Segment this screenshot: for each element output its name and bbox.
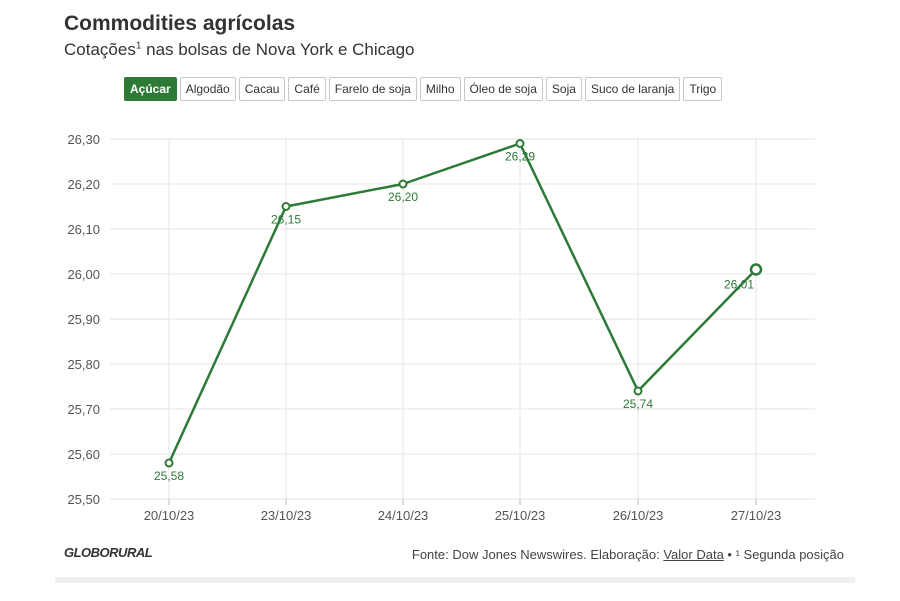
subtitle-footnote-mark: 1 [135, 40, 142, 52]
x-tick-label: 20/10/23 [144, 508, 195, 523]
tab-soja[interactable]: Soja [545, 77, 582, 101]
tab-suco-de-laranja[interactable]: Suco de laranja [584, 77, 681, 101]
tab-cacau[interactable]: Cacau [238, 77, 286, 101]
y-tick-label: 25,50 [67, 492, 100, 507]
data-label: 25,74 [623, 397, 653, 411]
tab-acucar[interactable]: Açúcar [124, 77, 177, 101]
data-point [633, 386, 643, 396]
data-point [398, 179, 408, 189]
logo-text: GLOBORURAL [64, 545, 153, 560]
y-tick-label: 26,00 [67, 267, 100, 282]
data-label: 25,58 [154, 469, 184, 483]
chart-title: Commodities agrícolas [64, 12, 296, 35]
x-tick-label: 24/10/23 [378, 508, 429, 523]
tab-trigo[interactable]: Trigo [683, 77, 723, 101]
y-tick-label: 25,70 [67, 402, 100, 417]
series-line [167, 142, 757, 464]
subtitle-main: Cotações [64, 40, 136, 59]
data-point [515, 139, 525, 148]
tab-farelo-de-soja[interactable]: Farelo de soja [328, 77, 417, 101]
data-labels: 25,58 26,15 26,20 26,29 25,74 26,01 [154, 150, 754, 484]
grid [110, 138, 815, 505]
data-label: 26,01 [724, 278, 754, 292]
data-label: 26,15 [271, 213, 301, 227]
y-tick-label: 25,80 [67, 357, 100, 372]
commodity-tabs: Açúcar Algodão Cacau Café Farelo de soja… [124, 77, 723, 101]
data-point [749, 263, 763, 276]
tab-algodao[interactable]: Algodão [179, 77, 236, 101]
line-chart: 25,50 25,60 25,70 25,80 25,90 26,00 26,10 26,20… [67, 132, 815, 523]
data-label: 26,20 [388, 190, 418, 204]
x-axis-ticks: 20/10/23 23/10/23 24/10/23 25/10/23 26/10/23… [144, 508, 782, 523]
source-link[interactable]: Valor Data [663, 547, 724, 562]
y-tick-label: 25,90 [67, 312, 100, 327]
x-tick-label: 25/10/23 [495, 508, 546, 523]
x-tick-label: 23/10/23 [261, 508, 312, 523]
y-tick-label: 26,20 [67, 177, 100, 192]
globorural-logo: GLOBORURAL [64, 545, 153, 560]
subtitle-rest: nas bolsas de Nova York e Chicago [141, 40, 415, 59]
data-point [281, 202, 291, 211]
data-label: 26,29 [505, 150, 535, 164]
tab-milho[interactable]: Milho [419, 77, 461, 101]
source-suffix: • ¹ Segunda posição [723, 547, 844, 562]
y-tick-label: 26,30 [67, 132, 100, 147]
y-tick-label: 26,10 [67, 222, 100, 237]
data-point [164, 458, 174, 468]
series [164, 139, 763, 468]
y-tick-label: 25,60 [67, 447, 100, 462]
tab-cafe[interactable]: Café [288, 77, 326, 101]
y-axis-ticks: 25,50 25,60 25,70 25,80 25,90 26,00 26,10 26,20… [67, 132, 100, 507]
bottom-divider [55, 577, 855, 583]
x-tick-label: 27/10/23 [731, 508, 782, 523]
source-prefix: Fonte: Dow Jones Newswires. Elaboração: [411, 547, 664, 562]
x-tick-label: 26/10/23 [613, 508, 664, 523]
source-note: Fonte: Dow Jones Newswires. Elaboração: … [412, 547, 844, 562]
tab-oleo-de-soja[interactable]: Óleo de soja [463, 77, 543, 101]
chart-subtitle: Cotações1 nas bolsas de Nova York e Chic… [64, 40, 415, 60]
